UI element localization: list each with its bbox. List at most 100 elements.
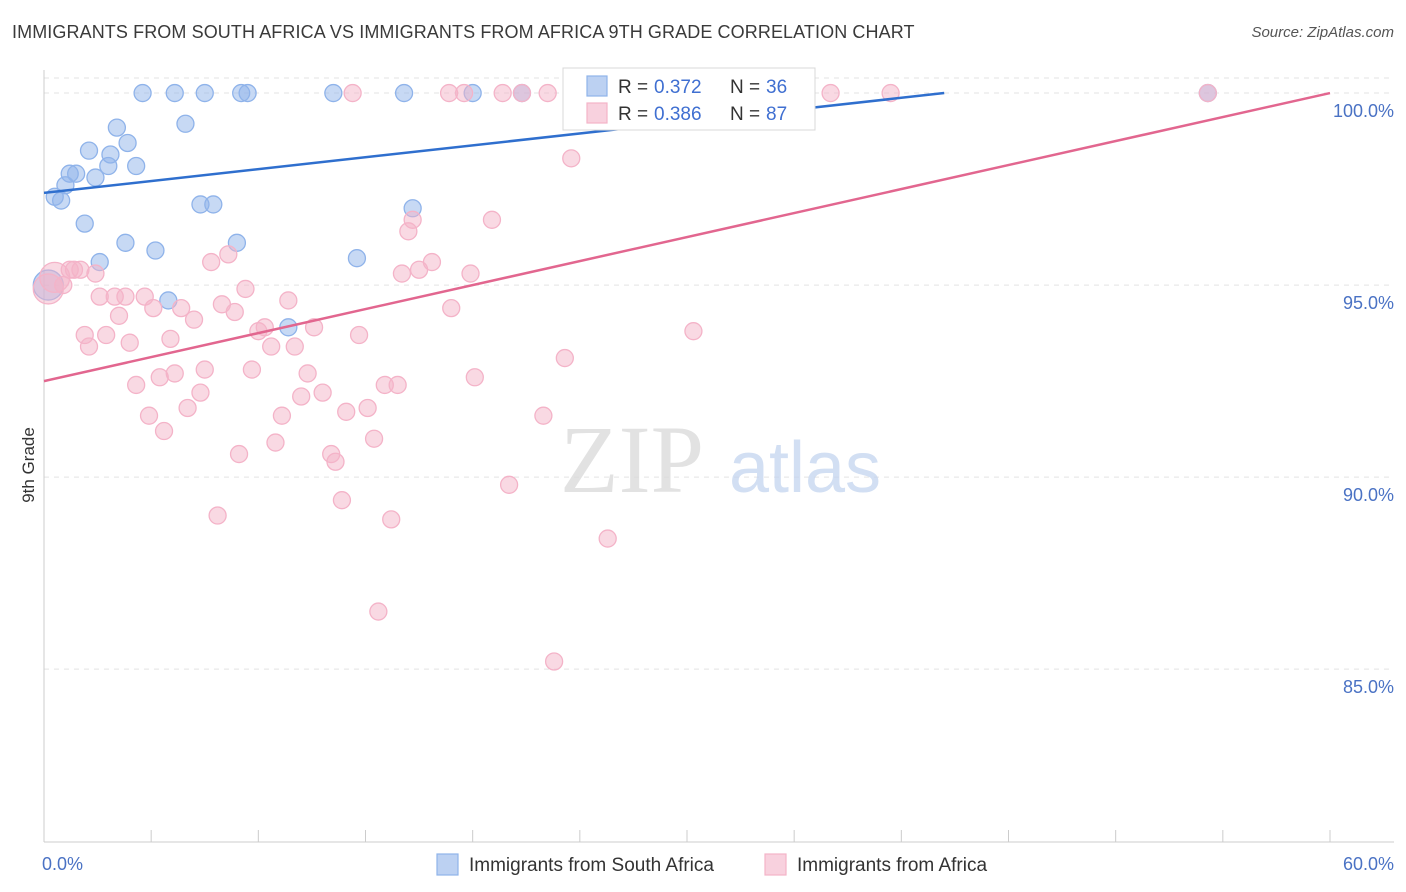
point-series-1-84	[821, 83, 840, 103]
y-tick-label-3: 85.0%	[1343, 677, 1394, 697]
point-series-0-12	[107, 118, 127, 137]
legend-swatch-south-africa	[586, 75, 608, 97]
point-series-1-13	[116, 287, 135, 306]
point-series-0-13	[116, 233, 135, 252]
point-series-0-17	[146, 241, 165, 260]
bottom-legend-label-africa: Immigrants from Africa	[797, 855, 987, 876]
point-series-1-67	[461, 264, 480, 283]
point-series-1-59	[392, 264, 412, 283]
data-points	[32, 83, 1217, 671]
point-series-0-19	[165, 83, 184, 103]
point-series-1-74	[538, 83, 557, 103]
point-series-1-42	[285, 337, 304, 356]
point-series-1-55	[369, 602, 388, 621]
point-series-1-22	[165, 364, 184, 383]
point-series-0-11	[101, 145, 120, 164]
legend-swatch-africa	[586, 102, 608, 124]
point-series-1-76	[555, 348, 574, 368]
point-series-1-40	[272, 406, 292, 425]
point-series-1-19	[150, 368, 169, 387]
point-series-1-21	[161, 329, 180, 349]
bottom-legend-swatch-south-africa	[436, 853, 459, 876]
point-series-1-34	[236, 279, 255, 299]
y-tick-label-2: 90.0%	[1343, 485, 1394, 505]
point-series-1-45	[304, 318, 324, 337]
point-series-1-72	[512, 83, 532, 103]
point-series-1-23	[172, 298, 191, 318]
point-series-1-10	[97, 325, 116, 345]
point-series-1-43	[292, 387, 311, 406]
point-series-1-5	[71, 260, 90, 279]
point-series-0-26	[238, 83, 257, 103]
legend-r-label-0: R =	[618, 77, 648, 98]
legend: R = 0.372 N = 36 R = 0.386 N = 87	[562, 67, 816, 131]
point-series-1-65	[442, 298, 461, 318]
point-series-0-2	[51, 191, 71, 210]
point-series-1-70	[493, 83, 512, 103]
point-series-1-58	[388, 375, 407, 395]
point-series-0-5	[67, 164, 86, 183]
point-series-1-73	[534, 406, 553, 425]
x-tick-label-1: 60.0%	[1343, 854, 1394, 874]
point-series-1-24	[178, 398, 197, 418]
point-series-1-17	[139, 406, 159, 425]
point-series-1-8	[86, 264, 105, 283]
watermark-atlas: atlas	[729, 428, 881, 508]
point-series-1-20	[154, 421, 174, 441]
bottom-legend: Immigrants from South Africa Immigrants …	[436, 853, 987, 876]
point-series-0-15	[127, 156, 146, 176]
point-series-1-79	[598, 529, 617, 548]
point-series-1-27	[195, 360, 214, 379]
point-series-1-26	[191, 383, 210, 402]
axes	[43, 70, 1394, 843]
point-series-1-12	[109, 306, 129, 325]
point-series-0-28	[324, 83, 343, 103]
point-series-1-50	[337, 402, 356, 421]
legend-n-label-0: N =	[730, 77, 760, 98]
legend-r-value-africa: 0.386	[654, 104, 702, 125]
legend-n-label-1: N =	[730, 104, 760, 125]
point-series-1-44	[298, 364, 317, 383]
watermark: ZIP atlas	[560, 406, 881, 513]
point-series-0-20	[176, 114, 195, 133]
point-series-1-68	[465, 368, 484, 387]
chart-title: IMMIGRANTS FROM SOUTH AFRICA VS IMMIGRAN…	[12, 22, 915, 42]
point-series-0-29	[347, 249, 367, 268]
point-series-1-86	[1198, 83, 1217, 103]
bottom-legend-label-south-africa: Immigrants from South Africa	[469, 855, 714, 876]
point-series-1-46	[313, 383, 332, 402]
point-series-1-25	[184, 310, 204, 329]
source-label: Source: ZipAtlas.com	[1251, 24, 1394, 41]
point-series-1-35	[242, 360, 262, 379]
point-series-1-57	[382, 510, 401, 529]
point-series-1-52	[349, 325, 369, 345]
x-tick-labels: 0.0% 60.0%	[42, 854, 1394, 874]
legend-r-label-1: R =	[618, 104, 648, 125]
point-series-1-33	[229, 444, 249, 464]
point-series-1-63	[422, 252, 442, 272]
point-series-1-18	[144, 298, 163, 318]
point-series-1-14	[120, 333, 139, 352]
bottom-legend-swatch-africa	[764, 853, 787, 876]
x-tick-label-0: 0.0%	[42, 854, 83, 874]
point-series-1-71	[499, 475, 519, 494]
y-tick-labels: 100.0% 95.0% 90.0% 85.0%	[1333, 101, 1394, 697]
point-series-1-29	[208, 506, 227, 525]
point-series-0-30	[394, 83, 414, 103]
point-series-1-31	[219, 245, 238, 264]
point-series-1-41	[279, 291, 298, 310]
point-series-1-54	[364, 429, 384, 448]
point-series-1-51	[343, 83, 362, 103]
legend-n-value-south-africa: 36	[766, 77, 787, 98]
point-series-1-48	[326, 452, 345, 471]
point-series-1-75	[544, 652, 564, 671]
point-series-1-32	[225, 302, 244, 322]
point-series-1-49	[332, 491, 352, 510]
legend-n-value-africa: 87	[766, 104, 787, 125]
point-series-1-28	[202, 252, 221, 272]
point-series-1-69	[482, 210, 502, 229]
point-series-1-2	[54, 275, 73, 295]
point-series-1-61	[403, 210, 422, 229]
point-series-1-15	[127, 375, 146, 395]
